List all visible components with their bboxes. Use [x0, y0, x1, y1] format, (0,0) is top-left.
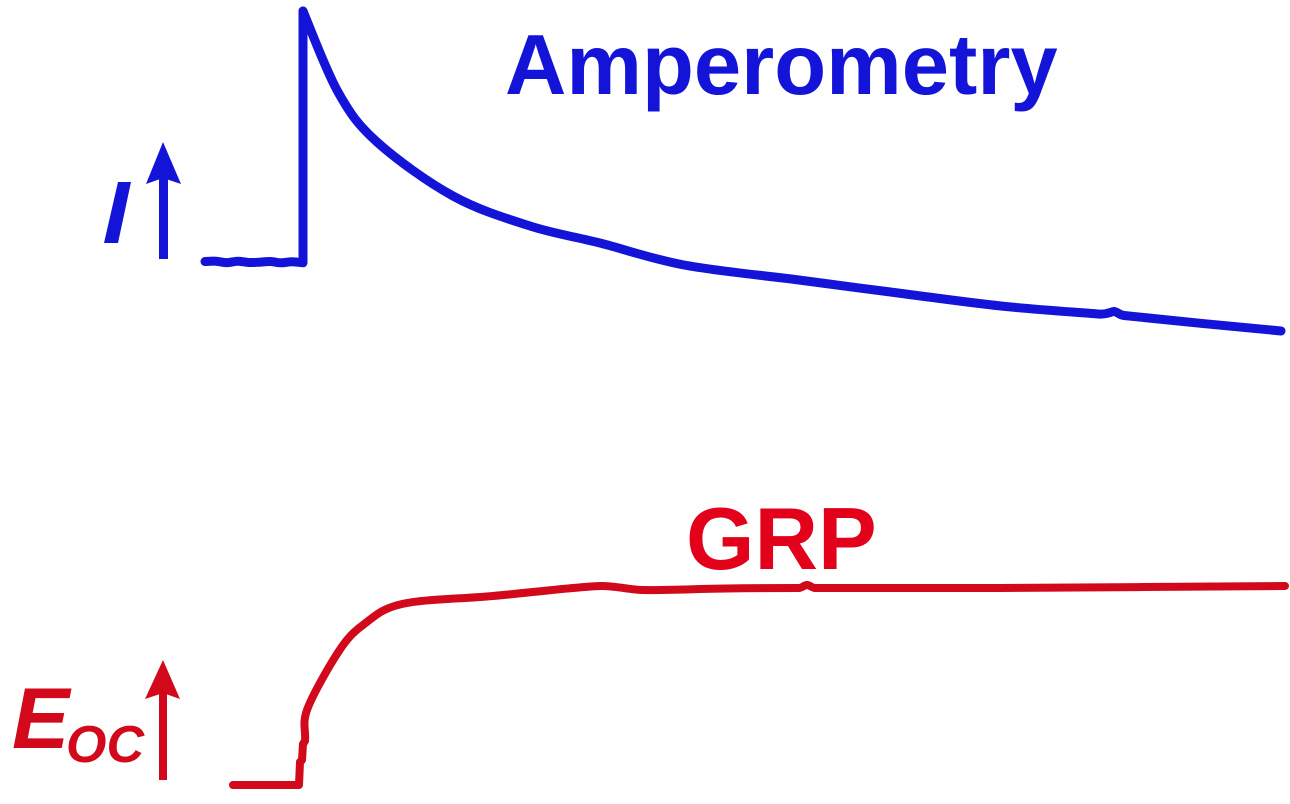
- svg-text:GRP: GRP: [686, 489, 877, 588]
- svg-text:OC: OC: [66, 716, 145, 774]
- svg-text:E: E: [12, 671, 72, 767]
- svg-text:Amperometry: Amperometry: [505, 18, 1058, 113]
